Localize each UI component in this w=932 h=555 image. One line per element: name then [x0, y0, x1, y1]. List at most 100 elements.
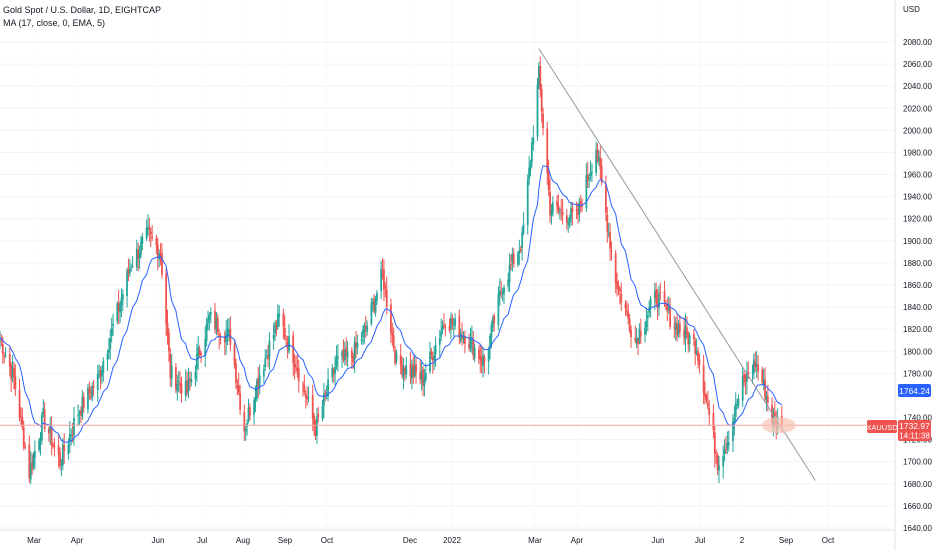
- candle-body: [71, 434, 74, 436]
- candle-body: [410, 367, 413, 379]
- candle-body: [60, 464, 63, 466]
- candle-body: [135, 248, 138, 268]
- candle-body: [89, 395, 92, 397]
- candle-body: [204, 338, 207, 357]
- candle-body: [521, 232, 524, 249]
- candle-body: [88, 389, 91, 394]
- candle-body: [292, 335, 295, 364]
- candle-body: [477, 349, 480, 359]
- price-tick-label: 2080.00: [903, 38, 932, 47]
- candle-body: [598, 156, 600, 162]
- candle-body: [131, 265, 134, 267]
- candle-body: [70, 434, 73, 436]
- candle-body: [117, 302, 120, 312]
- candle-body: [223, 335, 226, 343]
- candle-body: [599, 158, 602, 170]
- candle-body: [4, 355, 7, 357]
- candle-body: [177, 381, 180, 383]
- candle-body: [148, 227, 151, 230]
- candle-body: [433, 355, 436, 360]
- candle-body: [18, 389, 21, 418]
- candle-body: [443, 324, 445, 326]
- candle-body: [403, 367, 406, 374]
- candle-body: [678, 323, 681, 332]
- candle-body: [138, 253, 141, 259]
- time-tick-label: Jul: [197, 536, 207, 545]
- candle-body: [747, 372, 750, 376]
- candle-body: [659, 292, 662, 294]
- candle-body: [161, 253, 163, 275]
- candle-body: [423, 378, 426, 387]
- candle-body: [588, 177, 591, 179]
- candle-body: [540, 88, 543, 112]
- time-tick-label: Apr: [571, 536, 584, 545]
- candle-body: [141, 237, 144, 244]
- time-tick-label: Jun: [152, 536, 165, 545]
- candle-body: [197, 347, 200, 357]
- candle-body: [713, 432, 716, 455]
- candle-body: [119, 303, 121, 313]
- candle-body: [331, 367, 334, 378]
- candle-body: [155, 238, 158, 246]
- candle-body: [752, 359, 755, 374]
- candle-body: [567, 222, 570, 225]
- candle-body: [508, 264, 511, 283]
- candle-body: [39, 437, 42, 443]
- candle-body: [431, 356, 434, 361]
- candle-body: [441, 325, 444, 331]
- candle-body: [674, 322, 677, 330]
- candle-body: [374, 299, 377, 313]
- candle-body: [556, 201, 558, 206]
- candle-body: [565, 215, 568, 223]
- price-tick-label: 1660.00: [903, 502, 932, 511]
- candle-body: [32, 455, 35, 467]
- candle-body: [10, 365, 13, 380]
- candle-body: [20, 415, 22, 417]
- candle-body: [429, 352, 431, 372]
- candle-body: [109, 338, 112, 350]
- candle-body: [187, 380, 190, 392]
- price-tick-label: 1680.00: [903, 480, 932, 489]
- price-tick-label: 1840.00: [903, 303, 932, 312]
- candle-body: [350, 350, 353, 358]
- candle-body: [278, 313, 281, 317]
- candle-body: [366, 325, 369, 332]
- indicator-title[interactable]: MA (17, close, 0, EMA, 5): [3, 18, 106, 28]
- price-tick-label: 1900.00: [903, 237, 932, 246]
- candle-body: [392, 335, 395, 349]
- time-tick-label: Mar: [528, 536, 542, 545]
- candle-body: [239, 393, 242, 411]
- candle-body: [207, 318, 209, 323]
- candle-body: [282, 313, 285, 327]
- candle-body: [571, 207, 574, 212]
- candle-body: [63, 445, 66, 452]
- candle-body: [512, 254, 515, 265]
- candle-body: [336, 356, 339, 359]
- candle-body: [324, 392, 327, 395]
- candle-body: [462, 335, 465, 339]
- candle-body: [87, 387, 89, 410]
- candle-body: [655, 289, 658, 303]
- price-tick-label: 1800.00: [903, 347, 932, 356]
- candle-body: [764, 380, 766, 398]
- candle-body: [371, 301, 374, 305]
- candle-body: [362, 329, 364, 338]
- candle-body: [522, 224, 525, 234]
- time-tick-label: Jun: [652, 536, 665, 545]
- candle-body: [184, 380, 187, 396]
- candle-body: [468, 343, 470, 349]
- candle-body: [531, 142, 533, 163]
- candle-body: [673, 327, 676, 329]
- candle-body: [78, 412, 81, 415]
- candle-body: [579, 201, 582, 205]
- time-tick-label: Dec: [403, 536, 417, 545]
- candle-body: [8, 353, 11, 367]
- candle-body: [61, 444, 64, 466]
- candle-body: [149, 231, 152, 235]
- candle-body: [107, 350, 110, 353]
- symbol-title[interactable]: Gold Spot / U.S. Dollar, 1D, EIGHTCAP: [3, 5, 162, 15]
- candle-body: [491, 317, 494, 328]
- candle-body: [551, 202, 554, 213]
